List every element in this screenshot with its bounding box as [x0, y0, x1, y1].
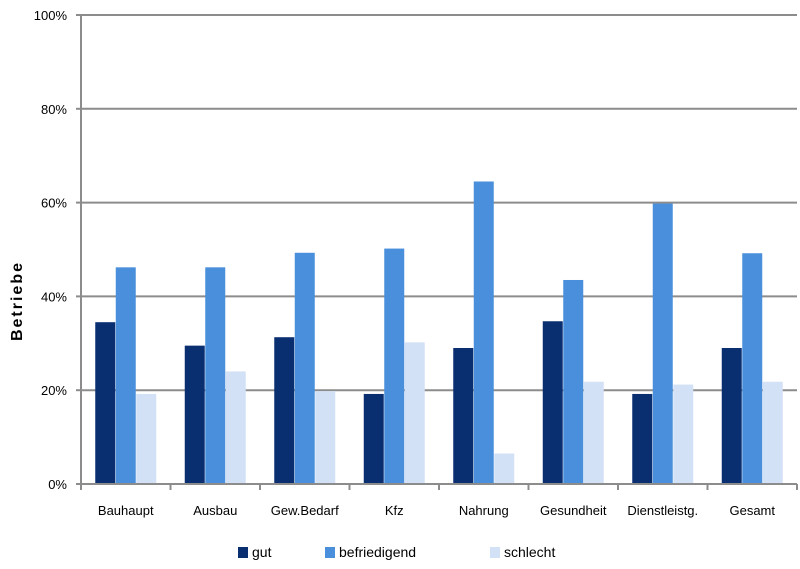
bar-befriedigend-1: [205, 267, 226, 484]
bar-schlecht-2: [315, 391, 336, 484]
x-tick-label: Dienstleistg.: [627, 503, 698, 518]
bar-gut-1: [184, 345, 205, 484]
bar-schlecht-4: [494, 453, 515, 484]
y-tick-labels: 0% 20% 40% 60% 80% 100%: [34, 8, 68, 492]
bar-befriedigend-0: [115, 267, 136, 484]
y-axis-title: Betriebe: [9, 261, 26, 341]
legend-label-befriedigend: befriedigend: [339, 544, 416, 560]
bar-gut-3: [363, 393, 384, 484]
legend-swatch-gut: [238, 547, 248, 558]
legend-swatch-befriedigend: [325, 547, 335, 558]
legend-label-schlecht: schlecht: [504, 544, 555, 560]
y-tick-label: 20%: [41, 383, 67, 398]
bar-schlecht-6: [673, 384, 694, 484]
bar-befriedigend-4: [473, 181, 494, 484]
legend-label-gut: gut: [252, 544, 272, 560]
bar-gut-6: [632, 393, 653, 484]
legend-swatch-schlecht: [490, 547, 500, 558]
y-tick-label: 100%: [34, 8, 68, 23]
x-tick-label: Nahrung: [459, 503, 509, 518]
bar-schlecht-0: [136, 393, 157, 484]
y-tick-label: 60%: [41, 196, 67, 211]
bar-schlecht-5: [583, 381, 604, 484]
bar-schlecht-7: [762, 381, 783, 484]
x-tick-label: Gew.Bedarf: [271, 503, 339, 518]
x-tick-label: Gesundheit: [540, 503, 607, 518]
bar-gut-2: [274, 337, 295, 484]
axes: [80, 15, 798, 490]
bar-befriedigend-6: [652, 203, 673, 484]
y-tick-label: 0%: [48, 477, 67, 492]
bars: [95, 181, 783, 484]
bar-befriedigend-2: [294, 252, 315, 484]
x-tick-label: Gesamt: [729, 503, 775, 518]
y-tick-label: 40%: [41, 289, 67, 304]
x-tick-labels: Bauhaupt Ausbau Gew.Bedarf Kfz Nahrung Gesund…: [98, 503, 775, 518]
bar-befriedigend-7: [742, 253, 763, 484]
bar-gut-7: [721, 347, 742, 484]
bar-schlecht-3: [404, 342, 425, 484]
x-tick-label: Ausbau: [193, 503, 237, 518]
bar-befriedigend-5: [563, 279, 584, 484]
x-tick-label: Kfz: [385, 503, 404, 518]
bar-gut-5: [542, 321, 563, 484]
bar-befriedigend-3: [384, 248, 405, 484]
x-tick-label: Bauhaupt: [98, 503, 154, 518]
bar-gut-4: [453, 347, 474, 484]
bar-gut-0: [95, 322, 116, 484]
bar-schlecht-1: [225, 371, 246, 484]
legend: gut befriedigend schlecht: [238, 544, 555, 560]
y-tick-label: 80%: [41, 102, 67, 117]
